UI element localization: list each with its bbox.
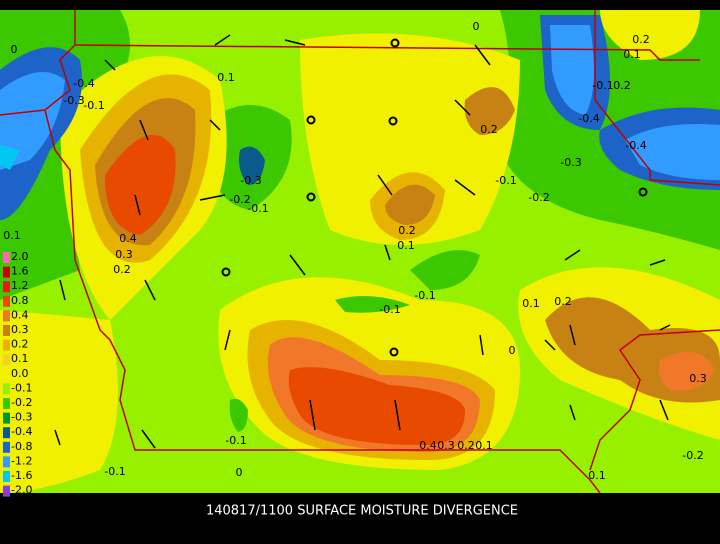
contour-label: 0.3 <box>689 372 707 385</box>
contour-label: 0 <box>11 43 18 56</box>
legend-label: 2.0 <box>11 250 29 263</box>
contour-label: 0.2 <box>613 79 631 92</box>
contour-label: -0.1 <box>104 465 125 478</box>
legend-label: -2.0 <box>11 484 32 497</box>
legend-swatch <box>3 383 10 395</box>
legend-swatch <box>3 456 10 468</box>
legend-label: 0.2 <box>11 338 29 351</box>
contour-label: -0.1 <box>225 434 246 447</box>
contour-label: 0.2 <box>480 123 498 136</box>
legend-label: -1.2 <box>11 454 32 467</box>
contour-label: 0.2 <box>554 295 572 308</box>
legend-label: 0.3 <box>11 323 29 336</box>
legend-swatch <box>3 412 10 424</box>
legend-label: 1.6 <box>11 265 29 278</box>
legend-swatch <box>3 398 10 409</box>
legend-label: 0.1 <box>11 352 29 365</box>
legend-swatch <box>3 368 10 380</box>
contour-label: -0.1 <box>414 289 435 302</box>
legend-swatch <box>3 281 10 293</box>
contour-label: 0.1 <box>475 439 493 452</box>
legend-swatch <box>3 471 10 482</box>
legend-swatch <box>3 427 10 439</box>
legend-label: -0.8 <box>11 440 32 453</box>
contour-label: -0.3 <box>560 156 581 169</box>
contour-label: -0.1 <box>495 174 516 187</box>
legend-label: -0.1 <box>11 381 32 394</box>
legend-swatch <box>3 354 10 366</box>
contour-label: 0 <box>473 20 480 33</box>
state-borders <box>0 10 720 494</box>
legend-label: 1.2 <box>11 279 29 292</box>
contour-label: 0.4 <box>419 439 437 452</box>
legend-label: -1.6 <box>11 469 32 482</box>
legend-swatch <box>3 441 10 453</box>
contour-label: 0.2 <box>457 439 475 452</box>
contour-label: -0.4 <box>578 112 599 125</box>
contour-label: -0.1 <box>83 99 104 112</box>
legend-swatch <box>3 295 10 307</box>
legend-swatch <box>3 252 10 263</box>
legend-label: 0.8 <box>11 294 29 307</box>
contour-label: 0 <box>236 466 243 479</box>
contour-label: 0.1 <box>588 469 606 482</box>
contour-label: -0.4 <box>73 77 94 90</box>
legend-swatch <box>3 485 10 497</box>
contour-label: -0.1 <box>592 79 613 92</box>
contour-label: 0.3 <box>115 248 133 261</box>
field <box>0 10 720 493</box>
contour-label: 0.1 <box>522 297 540 310</box>
contour-label: -0.1 <box>247 202 268 215</box>
legend-swatch <box>3 325 10 336</box>
contour-label: -0.3 <box>63 94 84 107</box>
legend-label: -0.4 <box>11 425 32 438</box>
legend-label: -0.2 <box>11 396 32 409</box>
wind-barbs <box>54 34 671 449</box>
contour-label: 0.2 <box>398 224 416 237</box>
contour-label: 0 <box>509 344 516 357</box>
contour-label: -0.2 <box>528 191 549 204</box>
contour-label: -0.2 <box>229 193 250 206</box>
legend-label: -0.3 <box>11 411 32 424</box>
contour-label: 0.1 <box>623 48 641 61</box>
map-title: 140817/1100 SURFACE MOISTURE DIVERGENCE <box>206 504 518 519</box>
legend-swatch <box>3 266 10 278</box>
contour-label: 0.3 <box>437 439 455 452</box>
contour-label: -0.3 <box>240 174 261 187</box>
contour-label: 0.4 <box>119 232 137 245</box>
legend: 2.01.61.20.80.40.30.20.10.0-0.1-0.2-0.3-… <box>3 250 32 497</box>
legend-label: 0.0 <box>11 367 29 380</box>
legend-swatch <box>3 310 10 322</box>
contour-label: 0.1 <box>217 71 235 84</box>
contour-label: 0.2 <box>113 263 131 276</box>
legend-swatch <box>3 339 10 351</box>
station-circles <box>221 38 648 357</box>
contour-labels: 000.20.1-0.4-0.3-0.10.1-0.1 0.20.2-0.4-0.… <box>3 20 707 482</box>
contour-label: -0.1 <box>379 303 400 316</box>
contour-label: -0.2 <box>682 449 703 462</box>
contour-label: -0.4 <box>625 139 646 152</box>
contour-label: 0.2 <box>632 33 650 46</box>
legend-label: 0.4 <box>11 308 29 321</box>
contour-label: 0.1 <box>3 229 21 242</box>
contour-label: 0.1 <box>397 239 415 252</box>
